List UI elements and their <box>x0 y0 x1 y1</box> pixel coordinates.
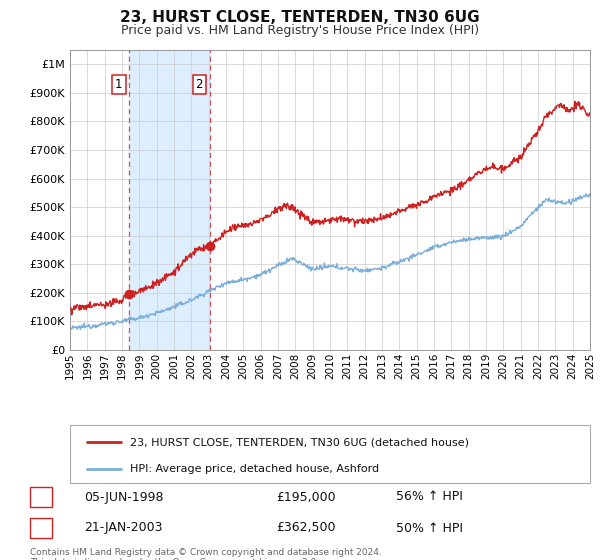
Text: 05-JUN-1998: 05-JUN-1998 <box>84 491 163 503</box>
Text: £362,500: £362,500 <box>276 521 335 534</box>
Text: 21-JAN-2003: 21-JAN-2003 <box>84 521 163 534</box>
Text: 1: 1 <box>115 78 122 91</box>
Text: HPI: Average price, detached house, Ashford: HPI: Average price, detached house, Ashf… <box>130 464 379 474</box>
Bar <box>129 50 209 350</box>
Text: 2: 2 <box>37 521 45 534</box>
Text: 50% ↑ HPI: 50% ↑ HPI <box>396 521 463 534</box>
Text: 23, HURST CLOSE, TENTERDEN, TN30 6UG (detached house): 23, HURST CLOSE, TENTERDEN, TN30 6UG (de… <box>130 437 469 447</box>
Text: 56% ↑ HPI: 56% ↑ HPI <box>396 491 463 503</box>
Text: Contains HM Land Registry data © Crown copyright and database right 2024.: Contains HM Land Registry data © Crown c… <box>30 548 382 557</box>
Text: This data is licensed under the Open Government Licence v3.0.: This data is licensed under the Open Gov… <box>30 558 319 560</box>
Text: 23, HURST CLOSE, TENTERDEN, TN30 6UG: 23, HURST CLOSE, TENTERDEN, TN30 6UG <box>120 10 480 25</box>
Text: £195,000: £195,000 <box>276 491 335 503</box>
Text: 2: 2 <box>196 78 203 91</box>
Text: Price paid vs. HM Land Registry's House Price Index (HPI): Price paid vs. HM Land Registry's House … <box>121 24 479 36</box>
Text: 1: 1 <box>37 491 45 503</box>
